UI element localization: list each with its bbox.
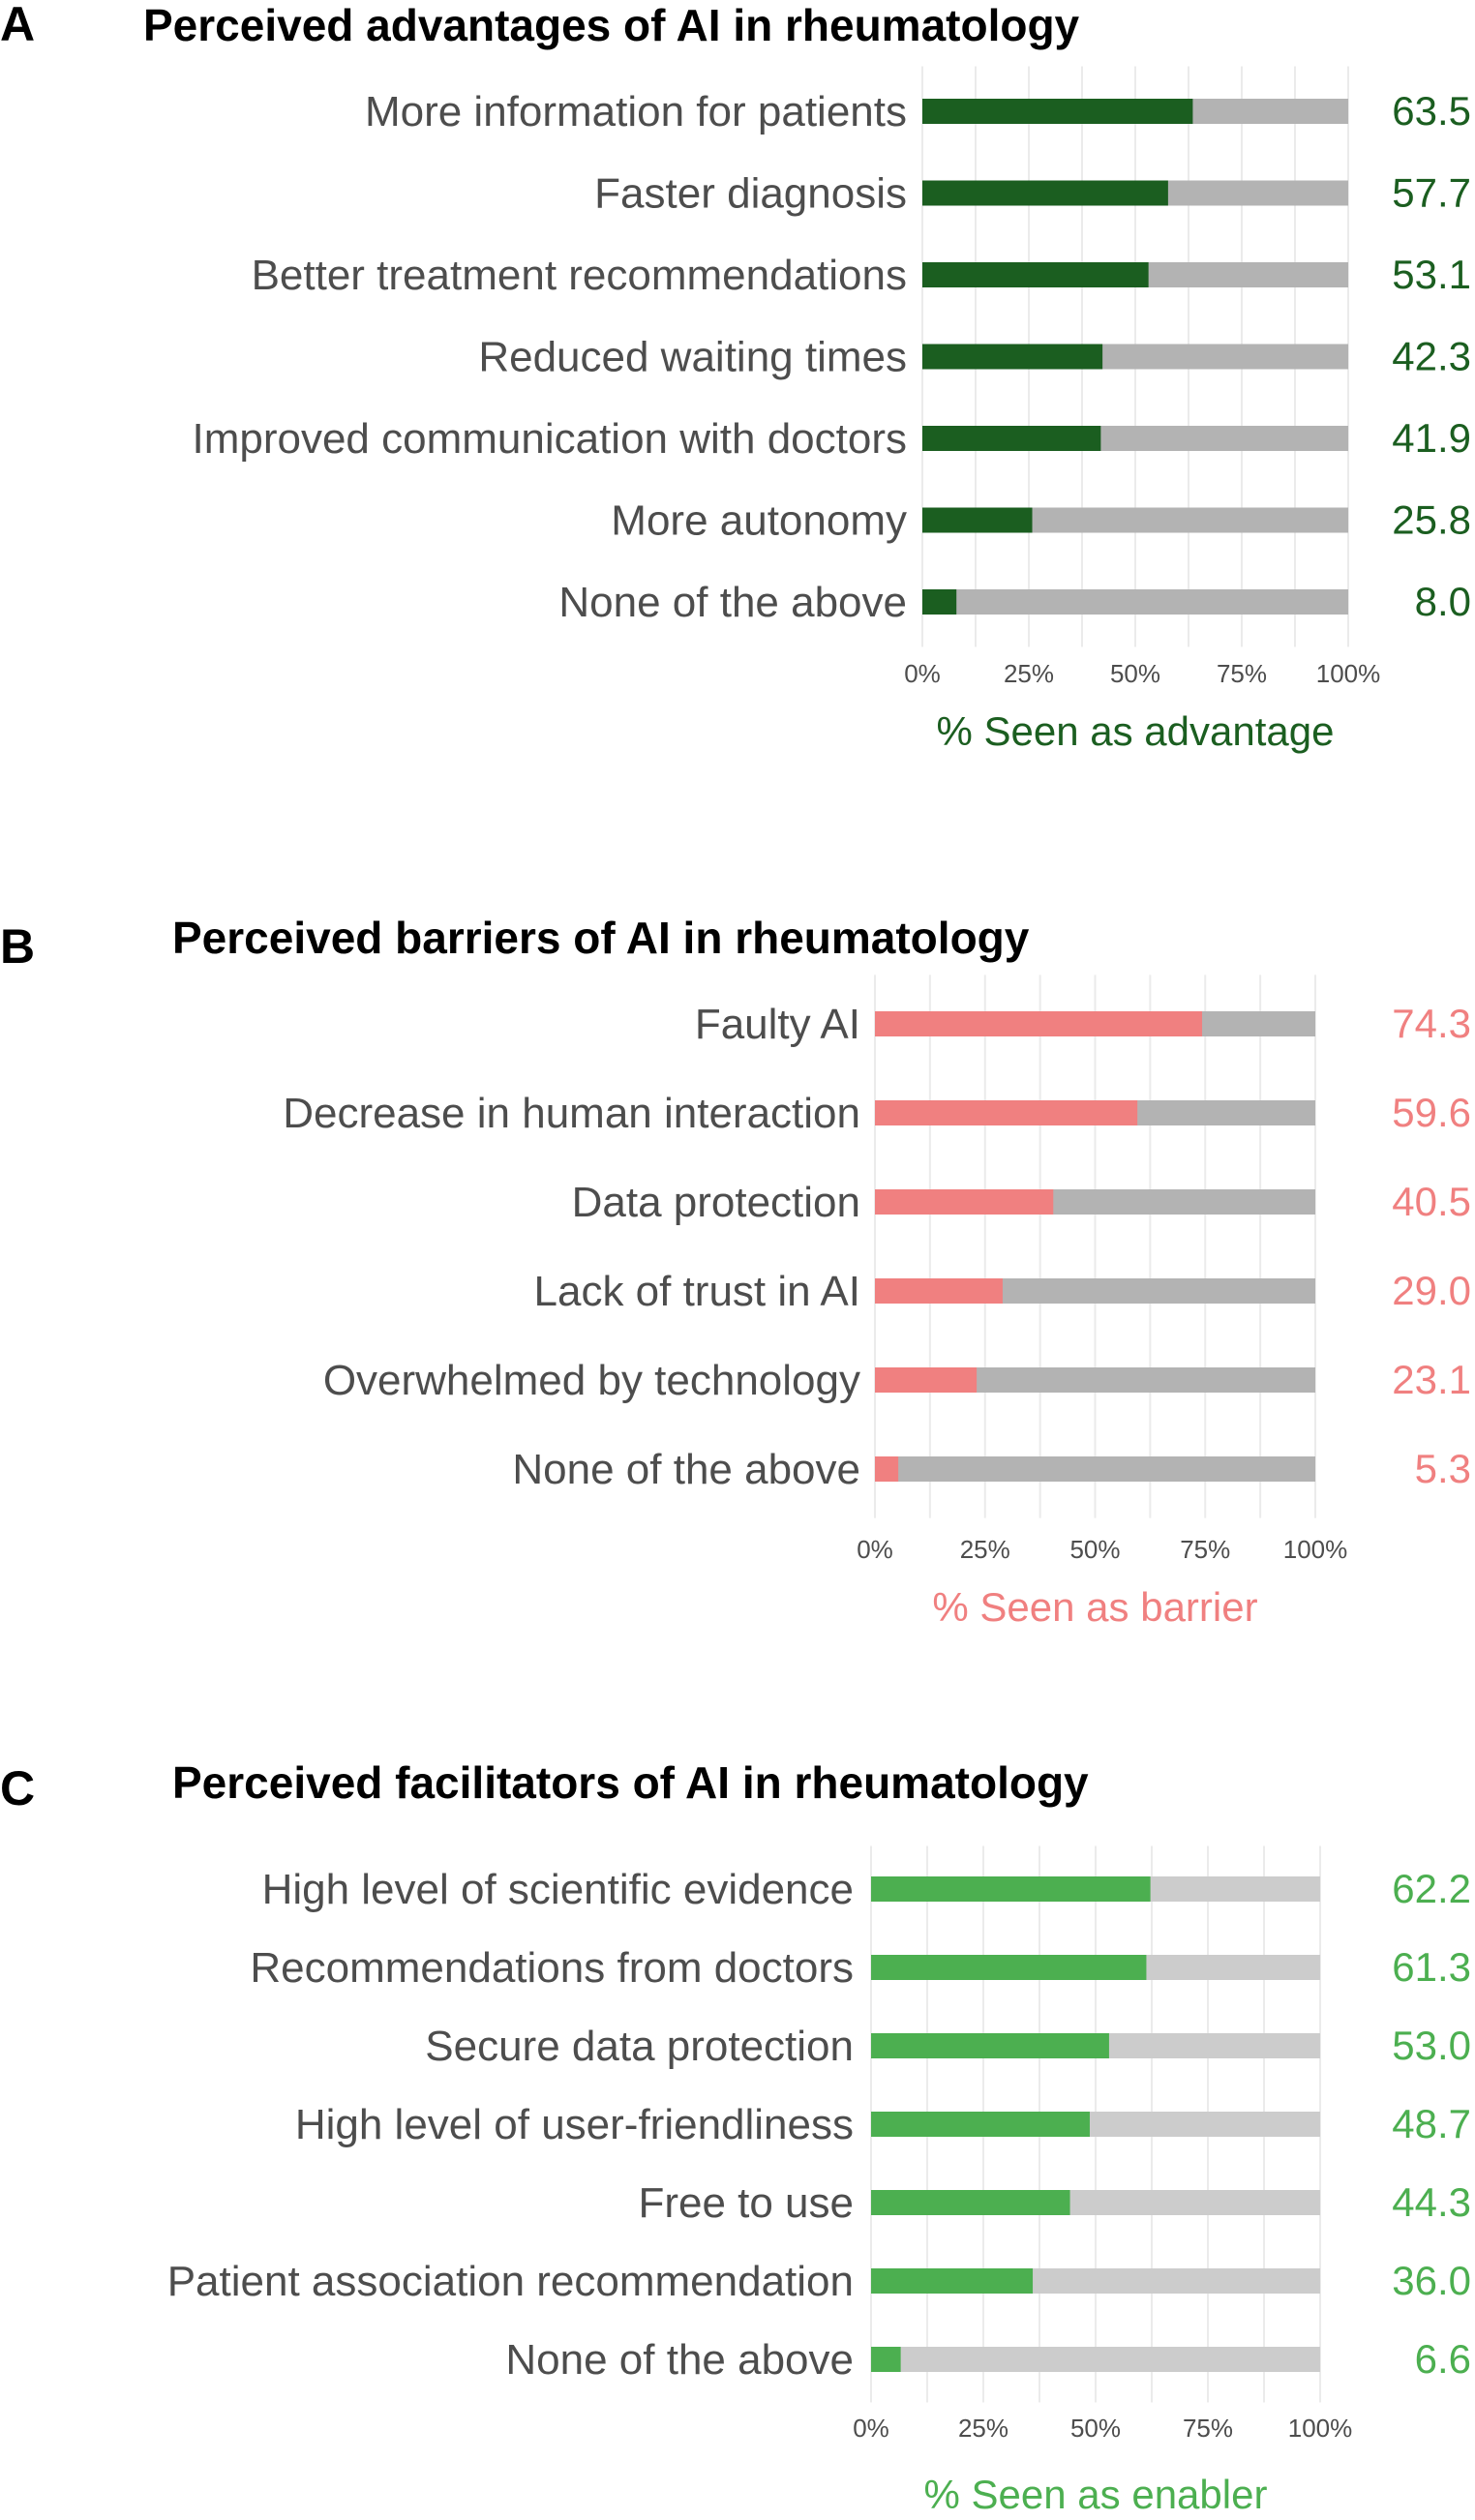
bar: [922, 589, 957, 615]
tick-label: 25%: [960, 1535, 1010, 1564]
bar: [875, 1189, 1054, 1215]
value-label: 74.3: [1392, 1001, 1471, 1046]
bar: [871, 2112, 1090, 2137]
tick-label: 50%: [1070, 2414, 1121, 2443]
bar: [871, 2033, 1109, 2058]
bar: [871, 1876, 1151, 1902]
bar-remainder: [922, 589, 1348, 615]
category-label: More autonomy: [611, 497, 907, 545]
bar: [871, 1955, 1147, 1980]
tick-label: 50%: [1110, 659, 1160, 688]
x-axis-title: % Seen as advantage: [937, 708, 1335, 754]
tick-label: 100%: [1283, 1535, 1348, 1564]
bar: [922, 426, 1101, 451]
value-label: 8.0: [1415, 579, 1471, 624]
value-label: 61.3: [1392, 1944, 1471, 1990]
category-label: None of the above: [512, 1446, 860, 1493]
category-label: Better treatment recommendations: [252, 252, 907, 299]
tick-label: 50%: [1069, 1535, 1120, 1564]
bar: [922, 180, 1168, 206]
tick-label: 0%: [857, 1535, 893, 1564]
x-axis-title: % Seen as enabler: [924, 2472, 1268, 2517]
bar: [922, 507, 1033, 533]
tick-label: 75%: [1183, 2414, 1233, 2443]
tick-label: 75%: [1180, 1535, 1230, 1564]
panel-letter: B: [0, 919, 35, 974]
value-label: 42.3: [1392, 334, 1471, 379]
panel-b: B Perceived barriers of AI in rheumatolog…: [0, 913, 1471, 1630]
value-label: 48.7: [1392, 2101, 1471, 2146]
tick-label: 0%: [904, 659, 941, 688]
category-label: Overwhelmed by technology: [323, 1357, 860, 1404]
category-label: Decrease in human interaction: [283, 1090, 860, 1137]
category-label: None of the above: [505, 2336, 854, 2384]
category-label: Patient association recommendation: [167, 2258, 854, 2305]
value-label: 5.3: [1415, 1446, 1471, 1491]
value-label: 53.1: [1392, 252, 1471, 297]
category-label: Reduced waiting times: [478, 334, 907, 381]
category-label: None of the above: [558, 579, 907, 626]
value-label: 53.0: [1392, 2023, 1471, 2068]
value-label: 62.2: [1392, 1866, 1471, 1911]
panel-letter: A: [0, 0, 35, 51]
bar: [875, 1456, 899, 1482]
value-label: 23.1: [1392, 1357, 1471, 1402]
bar: [875, 1100, 1138, 1125]
value-label: 44.3: [1392, 2179, 1471, 2225]
bar: [871, 2190, 1070, 2215]
value-label: 41.9: [1392, 415, 1471, 461]
bar: [871, 2347, 901, 2372]
bar-remainder: [871, 2347, 1320, 2372]
chart-title: Perceived advantages of AI in rheumatolo…: [143, 0, 1080, 50]
value-label: 25.8: [1392, 497, 1471, 543]
bar-remainder: [875, 1456, 1315, 1482]
value-label: 40.5: [1392, 1179, 1471, 1224]
bar: [875, 1367, 978, 1393]
category-label: Free to use: [638, 2179, 854, 2227]
tick-label: 100%: [1316, 659, 1381, 688]
bar: [922, 344, 1103, 370]
chart-title: Perceived facilitators of AI in rheumato…: [172, 1757, 1089, 1808]
bar: [875, 1011, 1203, 1036]
bar: [871, 2268, 1034, 2294]
panel-c: C Perceived facilitators of AI in rheumat…: [0, 1757, 1471, 2517]
category-label: High level of scientific evidence: [262, 1866, 854, 1913]
bar: [922, 99, 1193, 124]
category-label: Lack of trust in AI: [534, 1268, 861, 1315]
panel-letter: C: [0, 1761, 35, 1815]
value-label: 29.0: [1392, 1268, 1471, 1313]
bar: [875, 1278, 1003, 1304]
category-label: Data protection: [572, 1179, 860, 1226]
category-label: Faster diagnosis: [594, 170, 907, 218]
tick-label: 25%: [958, 2414, 1008, 2443]
value-label: 59.6: [1392, 1090, 1471, 1135]
tick-label: 25%: [1004, 659, 1054, 688]
x-axis-title: % Seen as barrier: [932, 1584, 1257, 1630]
category-label: Faulty AI: [695, 1001, 860, 1048]
value-label: 6.6: [1415, 2336, 1471, 2382]
category-label: Recommendations from doctors: [250, 1944, 854, 1992]
value-label: 36.0: [1392, 2258, 1471, 2303]
tick-label: 100%: [1288, 2414, 1353, 2443]
category-label: More information for patients: [365, 88, 907, 135]
chart-title: Perceived barriers of AI in rheumatology: [172, 913, 1030, 963]
category-label: Improved communication with doctors: [192, 415, 907, 463]
category-label: Secure data protection: [425, 2023, 854, 2070]
value-label: 63.5: [1392, 88, 1471, 134]
panel-a: A Perceived advantages of AI in rheumatol…: [0, 0, 1471, 754]
value-label: 57.7: [1392, 170, 1471, 216]
category-label: High level of user-friendliness: [295, 2101, 854, 2148]
tick-label: 0%: [853, 2414, 889, 2443]
bar: [922, 262, 1149, 287]
tick-label: 75%: [1217, 659, 1267, 688]
